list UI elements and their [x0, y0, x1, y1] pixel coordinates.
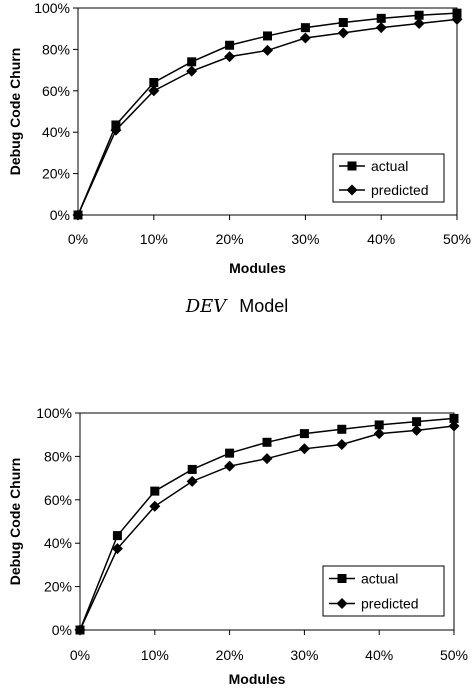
data-point-actual: [225, 40, 235, 50]
y-tick-label: 100%: [36, 405, 72, 421]
y-tick-label: 80%: [42, 41, 70, 57]
x-tick-label: 10%: [141, 647, 169, 663]
data-point-actual: [337, 424, 347, 434]
data-point-predicted: [373, 428, 385, 440]
y-tick-label: 40%: [42, 124, 70, 140]
chart-second: 0% 20% 40% 60% 80% 100% 0% 10% 20% 30% 40% 50% Modul…: [7, 405, 468, 687]
legend-marker-actual: [337, 574, 347, 583]
y-axis-label: Debug Code Churn: [7, 458, 23, 586]
y-tick-label: 60%: [42, 83, 70, 99]
x-tick-label: 30%: [291, 231, 319, 247]
data-point-predicted: [411, 424, 423, 436]
x-tick-label: 50%: [440, 647, 468, 663]
legend: actual predicted: [322, 565, 445, 617]
x-tick-label: 30%: [290, 647, 318, 663]
data-point-actual: [262, 437, 272, 447]
data-point-predicted: [148, 85, 160, 97]
data-point-predicted: [261, 453, 273, 465]
data-point-predicted: [298, 443, 310, 455]
y-tick-label: 20%: [44, 579, 72, 595]
legend-marker-predicted: [336, 598, 348, 609]
x-tick-label: 50%: [443, 231, 471, 247]
data-point-predicted: [224, 460, 236, 472]
data-point-predicted: [448, 420, 460, 432]
data-point-actual: [452, 8, 462, 18]
data-point-predicted: [413, 18, 425, 30]
caption-italic: DEV: [185, 296, 229, 317]
y-tick-label: 40%: [44, 535, 72, 551]
data-point-predicted: [186, 65, 198, 77]
data-point-predicted: [451, 13, 463, 25]
caption-plain: Model: [239, 296, 288, 316]
data-point-predicted: [186, 475, 198, 487]
data-point-actual: [376, 13, 386, 23]
data-point-predicted: [224, 51, 236, 63]
x-tick-label: 40%: [367, 231, 395, 247]
series-actual: [75, 413, 459, 635]
data-point-actual: [300, 23, 310, 33]
legend-label-predicted: predicted: [371, 182, 429, 198]
data-point-actual: [149, 78, 159, 88]
x-tick-label: 20%: [216, 231, 244, 247]
data-point-predicted: [299, 32, 311, 44]
data-point-predicted: [337, 27, 349, 39]
data-point-actual: [414, 10, 424, 20]
data-point-predicted: [72, 209, 84, 221]
data-point-actual: [187, 57, 197, 67]
data-point-actual: [225, 448, 235, 458]
legend-label-actual: actual: [361, 571, 398, 587]
data-point-actual: [374, 420, 384, 430]
y-tick-label: 60%: [44, 492, 72, 508]
data-point-actual: [299, 429, 309, 439]
y-tick-label: 0%: [52, 622, 72, 638]
data-point-actual: [338, 17, 348, 27]
data-point-predicted: [149, 500, 161, 512]
legend-marker-actual: [347, 161, 357, 171]
data-point-predicted: [111, 543, 123, 555]
data-point-predicted: [74, 624, 86, 636]
data-point-predicted: [110, 124, 122, 136]
legend-marker-predicted: [346, 184, 358, 196]
data-point-predicted: [262, 44, 273, 56]
x-axis-label: Modules: [229, 260, 286, 276]
series-predicted: [74, 420, 460, 636]
chart-dev-model: 0% 20% 40% 60% 80% 100% 0% 10% 20% 30% 40% 50% Modul…: [7, 0, 471, 276]
data-point-actual: [449, 413, 459, 423]
data-point-actual: [150, 486, 160, 496]
data-point-predicted: [336, 438, 348, 450]
data-point-actual: [187, 464, 197, 474]
y-tick-label: 80%: [44, 448, 72, 464]
x-tick-label: 40%: [365, 647, 393, 663]
plot-area: [77, 7, 458, 216]
legend: actual predicted: [332, 153, 445, 203]
data-point-actual: [412, 417, 422, 427]
x-axis-label: Modules: [229, 671, 286, 687]
legend-label-predicted: predicted: [361, 596, 419, 612]
y-tick-label: 0%: [50, 207, 70, 223]
plot-area: [79, 412, 455, 631]
series-predicted: [72, 13, 463, 221]
x-tick-label: 0%: [68, 231, 88, 247]
chart-caption: DEV Model: [185, 296, 289, 317]
y-axis-label: Debug Code Churn: [7, 48, 23, 176]
legend-label-actual: actual: [371, 158, 408, 174]
data-point-actual: [263, 31, 272, 41]
x-tick-label: 10%: [140, 231, 168, 247]
data-point-actual: [112, 531, 122, 541]
y-tick-label: 20%: [42, 166, 70, 182]
data-point-predicted: [375, 22, 387, 34]
x-tick-label: 20%: [216, 647, 244, 663]
x-tick-label: 0%: [70, 647, 90, 663]
y-tick-label: 100%: [34, 0, 70, 16]
